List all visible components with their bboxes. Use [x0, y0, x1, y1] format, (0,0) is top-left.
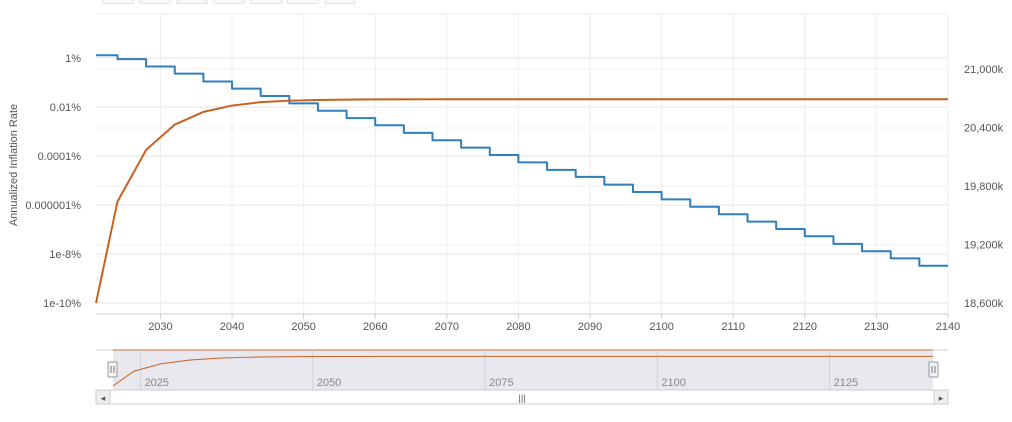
- x-tick-label: 2040: [220, 321, 244, 333]
- navigator-label: 2125: [834, 377, 858, 389]
- navigator-series-line: [112, 355, 933, 387]
- right-axis-ticks: 21,000k 20,400k 19,800k 19,200k 18,600k: [964, 64, 1004, 310]
- left-tick-label: 0.0001%: [38, 151, 82, 163]
- left-tick-label: 0.01%: [50, 102, 81, 114]
- range-button[interactable]: [139, 0, 171, 4]
- series-line-left-axis: [96, 54, 948, 267]
- range-button[interactable]: [176, 0, 208, 4]
- scroll-left-icon: ◂: [101, 393, 106, 403]
- x-tick-label: 2080: [506, 321, 530, 333]
- right-tick-label: 19,200k: [964, 240, 1004, 252]
- x-tick-label: 2100: [649, 321, 673, 333]
- navigator-labels: 2025 2050 2075 2100 2125: [145, 377, 859, 389]
- series-line-right-axis: [95, 98, 948, 304]
- grid-lines: [96, 13, 949, 315]
- range-button[interactable]: [287, 0, 319, 4]
- navigator-label: 2100: [661, 377, 685, 389]
- range-button[interactable]: [213, 0, 245, 4]
- navigator-label: 2025: [145, 377, 169, 389]
- x-tick-label: 2030: [148, 321, 172, 333]
- series-group: [95, 54, 948, 304]
- right-tick-label: 18,600k: [964, 298, 1004, 310]
- x-tick-label: 2130: [864, 321, 888, 333]
- scrollbar[interactable]: ◂ ||| ▸: [95, 389, 949, 405]
- scroll-grip-icon: |||: [518, 393, 525, 403]
- scroll-right-button[interactable]: [933, 389, 949, 405]
- left-tick-label: 1e-10%: [43, 298, 81, 310]
- range-button[interactable]: [102, 0, 134, 4]
- navigator-left-handle[interactable]: [107, 361, 118, 378]
- right-tick-label: 19,800k: [964, 181, 1004, 193]
- navigator-outside-left: [96, 350, 113, 390]
- scroll-right-icon: ▸: [939, 393, 944, 403]
- navigator-right-handle[interactable]: [928, 361, 939, 378]
- x-tick-label: 2090: [578, 321, 602, 333]
- left-tick-label: 0.000001%: [25, 200, 81, 212]
- x-axis-ticks: 2030 2040 2050 2060 2070 2080 2090 2100 2110 2120…: [148, 314, 960, 333]
- right-tick-label: 20,400k: [964, 123, 1004, 135]
- x-tick-label: 2050: [291, 321, 315, 333]
- navigator-label: 2050: [317, 377, 341, 389]
- range-button[interactable]: [324, 0, 356, 4]
- x-tick-label: 2070: [435, 321, 459, 333]
- navigator-label: 2075: [489, 377, 513, 389]
- left-axis-title: Annualized Inflation Rate: [8, 104, 20, 226]
- navigator[interactable]: 2025 2050 2075 2100 2125: [96, 349, 948, 390]
- x-tick-label: 2120: [793, 321, 817, 333]
- right-tick-label: 21,000k: [964, 64, 1004, 76]
- left-axis-ticks: 1% 0.01% 0.0001% 0.000001% 1e-8% 1e-10%: [25, 53, 81, 310]
- range-button[interactable]: [250, 0, 282, 4]
- left-tick-label: 1e-8%: [49, 249, 81, 261]
- x-tick-label: 2110: [721, 321, 745, 333]
- x-tick-label: 2140: [936, 321, 960, 333]
- left-tick-label: 1%: [65, 53, 81, 65]
- x-tick-label: 2060: [363, 321, 387, 333]
